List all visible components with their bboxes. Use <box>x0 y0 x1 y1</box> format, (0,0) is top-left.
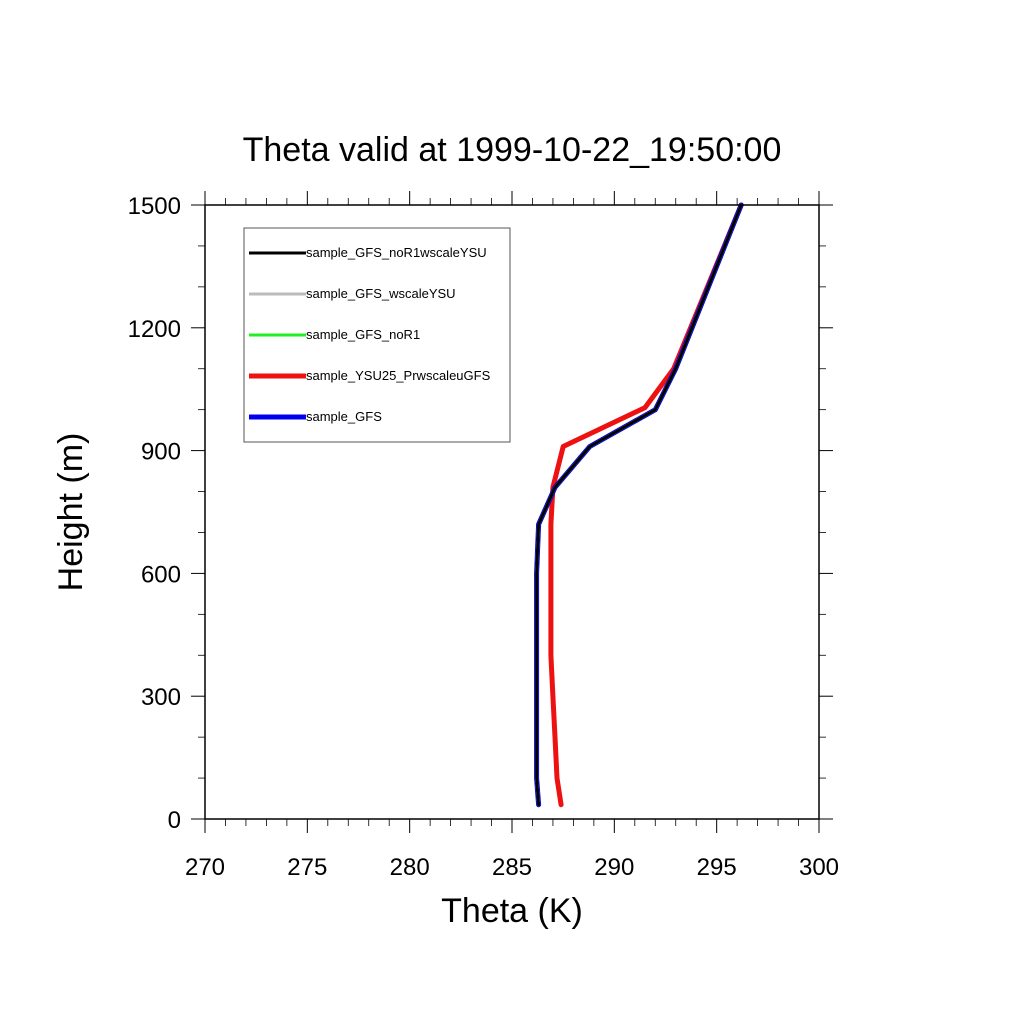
ticks-layer: 270 275 280 285 290 295 300 0 300 600 900 1200 1500 <box>128 191 839 881</box>
series-line-sample_GFS <box>534 202 744 808</box>
x-tick-label: 300 <box>799 854 839 881</box>
y-tick-label: 1200 <box>128 316 181 343</box>
legend: sample_GFS_noR1wscaleYSU sample_GFS_wscal… <box>243 227 511 443</box>
legend-label: sample_GFS_noR1 <box>306 327 420 342</box>
x-tick-label: 290 <box>594 854 634 881</box>
series-line-sample_GFS_wscaleYSU <box>535 203 743 807</box>
series-line-sample_YSU25_PrwscaleuGFS <box>548 202 744 808</box>
legend-label: sample_YSU25_PrwscaleuGFS <box>306 368 491 383</box>
plot-frame <box>204 204 820 820</box>
chart-title: Theta valid at 1999-10-22_19:50:00 <box>243 131 782 169</box>
y-axis-label: Height (m) <box>52 433 90 592</box>
legend-label: sample_GFS_wscaleYSU <box>306 286 456 301</box>
legend-label: sample_GFS_noR1wscaleYSU <box>306 245 487 260</box>
y-tick-label: 300 <box>141 684 181 711</box>
y-tick-label: 1500 <box>128 193 181 220</box>
y-tick-label: 0 <box>168 807 181 834</box>
series-line-sample_GFS_noR1 <box>535 203 743 807</box>
legend-label: sample_GFS <box>306 409 382 424</box>
x-tick-label: 280 <box>390 854 430 881</box>
series-layer <box>534 202 744 808</box>
series-line-sample_GFS_noR1wscaleYSU <box>535 203 743 807</box>
y-tick-label: 900 <box>141 439 181 466</box>
x-tick-label: 285 <box>492 854 532 881</box>
x-tick-label: 270 <box>185 854 225 881</box>
y-tick-label: 600 <box>141 561 181 588</box>
x-axis-label: Theta (K) <box>441 892 583 930</box>
x-tick-label: 275 <box>287 854 327 881</box>
x-tick-label: 295 <box>697 854 737 881</box>
